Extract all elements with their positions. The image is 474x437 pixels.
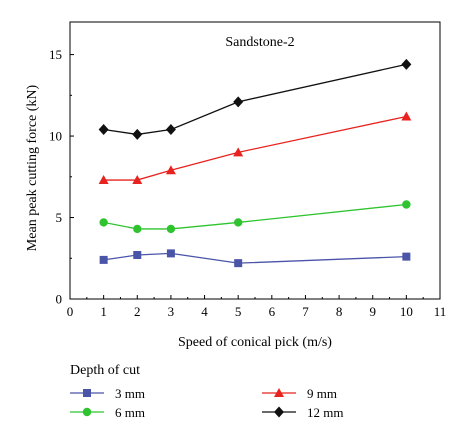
legend-label: 12 mm	[307, 405, 343, 420]
legend-item-3-mm: 3 mm	[70, 386, 145, 401]
x-tick-label: 10	[400, 304, 413, 319]
chart-title: Sandstone-2	[225, 35, 294, 50]
x-tick-label: 0	[67, 304, 74, 319]
legend-item-9-mm: 9 mm	[262, 386, 337, 401]
legend-marker	[274, 406, 284, 418]
x-tick-label: 1	[100, 304, 107, 319]
series-12-mm	[98, 58, 412, 140]
data-point-6-mm	[402, 200, 411, 209]
legend-label: 6 mm	[115, 405, 145, 420]
data-point-12-mm	[98, 124, 109, 136]
x-tick-label: 7	[302, 304, 309, 319]
y-tick-label: 5	[56, 210, 63, 225]
series-3-mm	[99, 249, 411, 268]
data-point-9-mm	[132, 175, 143, 185]
legend: 3 mm 6 mm 9 mm 12 mm	[70, 386, 343, 420]
data-point-12-mm	[165, 124, 176, 136]
x-tick-label: 9	[369, 304, 376, 319]
axes: 0 1 2 3 4 5 6 7 8 9 10 11 0 5 10 15	[49, 21, 447, 319]
x-axis-label: Speed of conical pick (m/s)	[178, 335, 332, 350]
x-tick-label: 3	[168, 304, 175, 319]
data-point-6-mm	[166, 224, 176, 234]
data-point-3-mm	[166, 249, 175, 258]
x-tick-label: 2	[134, 304, 141, 319]
data-point-9-mm	[98, 175, 109, 185]
data-point-6-mm	[133, 224, 142, 234]
legend-title: Depth of cut	[70, 363, 140, 378]
data-point-6-mm	[99, 218, 108, 227]
legend-item-6-mm: 6 mm	[70, 405, 145, 420]
series-9-mm	[98, 111, 412, 185]
data-point-9-mm	[165, 165, 176, 175]
series-line-9-mm	[103, 115, 407, 181]
series-line-3-mm	[103, 252, 407, 264]
data-point-3-mm	[234, 259, 243, 268]
data-point-6-mm	[233, 218, 243, 227]
x-tick-label: 4	[201, 304, 208, 319]
series-layer	[98, 58, 412, 268]
y-axis-label: Mean peak cutting force (kN)	[25, 84, 40, 251]
legend-marker	[83, 389, 91, 397]
legend-marker	[82, 407, 92, 417]
legend-label: 3 mm	[115, 386, 145, 401]
data-point-3-mm	[133, 251, 142, 260]
series-6-mm	[99, 200, 411, 234]
series-line-12-mm	[103, 63, 407, 136]
data-point-12-mm	[132, 128, 143, 140]
data-point-12-mm	[401, 58, 412, 70]
x-tick-label: 8	[336, 304, 343, 319]
legend-label: 9 mm	[307, 386, 337, 401]
x-tick-label: 5	[235, 304, 242, 319]
y-tick-label: 15	[49, 47, 62, 62]
data-point-12-mm	[233, 96, 244, 108]
legend-item-12-mm: 12 mm	[262, 405, 343, 420]
series-line-6-mm	[103, 203, 407, 230]
data-point-3-mm	[402, 252, 411, 261]
x-tick-label: 6	[269, 304, 276, 319]
x-tick-label: 11	[434, 304, 447, 319]
data-point-3-mm	[99, 255, 108, 264]
y-tick-label: 0	[56, 292, 63, 307]
legend-marker	[274, 388, 284, 397]
y-tick-label: 10	[49, 129, 62, 144]
data-point-9-mm	[401, 111, 412, 121]
data-point-9-mm	[233, 147, 244, 157]
